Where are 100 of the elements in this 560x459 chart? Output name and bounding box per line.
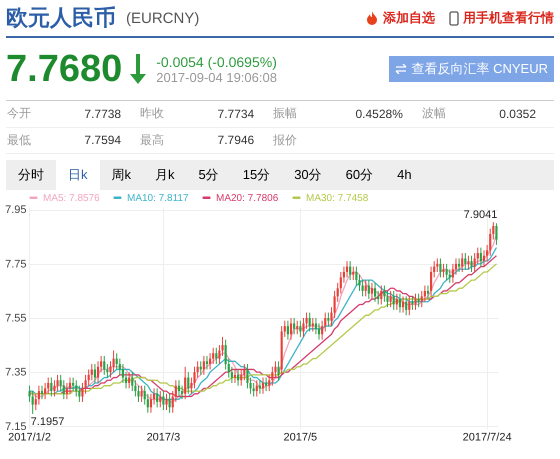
candlestick [312, 317, 314, 332]
text: 最低 [6, 127, 58, 153]
text: 7.7594 [58, 127, 140, 153]
annotation: 7.1957 [30, 415, 64, 428]
candlestick [168, 392, 171, 413]
legend-label: MA10: 7.8117 [127, 192, 189, 204]
text: 7.7734 [191, 101, 272, 127]
candlestick [53, 379, 56, 397]
candlestick [424, 284, 426, 302]
text: 振幅 [272, 101, 324, 127]
candlestick [439, 257, 442, 278]
candlestick [293, 317, 296, 334]
candlestick [156, 387, 158, 408]
text: 用手机查看行情 [463, 9, 554, 27]
candlestick [418, 292, 420, 308]
text: 查看反向汇率 CNYEUR [411, 60, 548, 78]
candlestick [448, 268, 451, 283]
candlestick [374, 282, 376, 302]
text: 7.7946 [191, 127, 272, 153]
text: 昨收 [139, 101, 192, 127]
y-tick-label: 7.55 [5, 312, 26, 324]
candlestick [398, 292, 402, 313]
candlestick [392, 290, 395, 310]
candlestick [368, 279, 370, 300]
text: 最高 [139, 127, 192, 153]
candlestick [96, 360, 100, 383]
candlestick [215, 346, 218, 364]
candlestick [178, 379, 180, 397]
text: 日k [56, 160, 100, 190]
candlestick [44, 382, 46, 400]
candlestick [474, 252, 476, 272]
candlestick [137, 384, 140, 402]
text: 添加自选 [383, 9, 435, 27]
candlestick [482, 249, 486, 267]
candlestick [308, 312, 311, 332]
text: 15分 [242, 166, 272, 184]
y-tick-label: 7.35 [5, 366, 26, 378]
candlestick [202, 354, 205, 375]
candlestick [461, 252, 464, 272]
candlestick [40, 384, 44, 400]
candlestick [208, 352, 212, 370]
text: -0.0054 (-0.0695%) [156, 54, 277, 70]
text: 波幅 [420, 101, 473, 127]
chart-subtitle: (EURCNY) [126, 10, 200, 26]
candlestick [396, 292, 398, 310]
candlestick [180, 384, 184, 400]
candlestick [252, 382, 255, 397]
candlestick [299, 320, 302, 337]
legend-label: MA30: 7.7458 [306, 192, 369, 204]
candlestick [277, 360, 280, 380]
text: 2017-09-04 19:06:08 [156, 70, 277, 84]
candlestick [464, 252, 466, 270]
candlestick [128, 371, 130, 388]
x-tick-label: 2017/5 [284, 431, 318, 443]
candlestick [94, 363, 96, 383]
candlestick [467, 254, 470, 270]
x-tick-label: 2017/7/24 [462, 431, 512, 443]
candlestick [258, 379, 261, 394]
candlestick [286, 320, 289, 340]
candlestick [349, 260, 352, 280]
candlestick [165, 392, 168, 410]
candlestick [237, 368, 240, 386]
candlestick [364, 279, 367, 296]
text: 报价 [272, 127, 324, 153]
text: 分时 [17, 166, 45, 184]
chart-title: 欧元人民币 [6, 4, 116, 32]
candlestick [420, 290, 423, 308]
y-tick-label: 7.15 [5, 420, 26, 432]
text: 5分 [198, 166, 220, 184]
candlestick [224, 338, 227, 370]
text: 30分 [293, 166, 323, 184]
candlestick [386, 290, 389, 308]
candlestick [50, 376, 52, 397]
x-tick-label: 2017/1/2 [8, 431, 51, 443]
candlestick [187, 371, 190, 394]
text: 7.7680 [6, 48, 122, 90]
candlestick [256, 379, 258, 397]
candlestick [370, 282, 374, 300]
candlestick [405, 295, 408, 316]
y-tick-label: 7.95 [5, 204, 26, 216]
text: 60分 [344, 166, 374, 184]
candlestick [390, 290, 392, 308]
text: 今开 [6, 101, 58, 127]
text: 周k [110, 166, 132, 184]
text: 月k [154, 166, 176, 184]
legend-label: MA20: 7.7806 [216, 192, 279, 204]
annotation: 7.9041 [464, 208, 498, 221]
candlestick [352, 266, 354, 280]
text: 0.4528% [324, 101, 421, 127]
candlestick [62, 379, 65, 400]
text: 0.0352 [472, 101, 554, 127]
candlestick [470, 254, 473, 272]
candlestick [103, 354, 106, 375]
candlestick [495, 222, 498, 245]
y-tick-label: 7.75 [5, 258, 26, 270]
candlestick [408, 295, 410, 316]
text: MA5: 7.8576 [43, 192, 100, 204]
text: 7.7738 [58, 101, 140, 127]
candlestick [414, 292, 417, 310]
text: 4h [396, 166, 413, 184]
